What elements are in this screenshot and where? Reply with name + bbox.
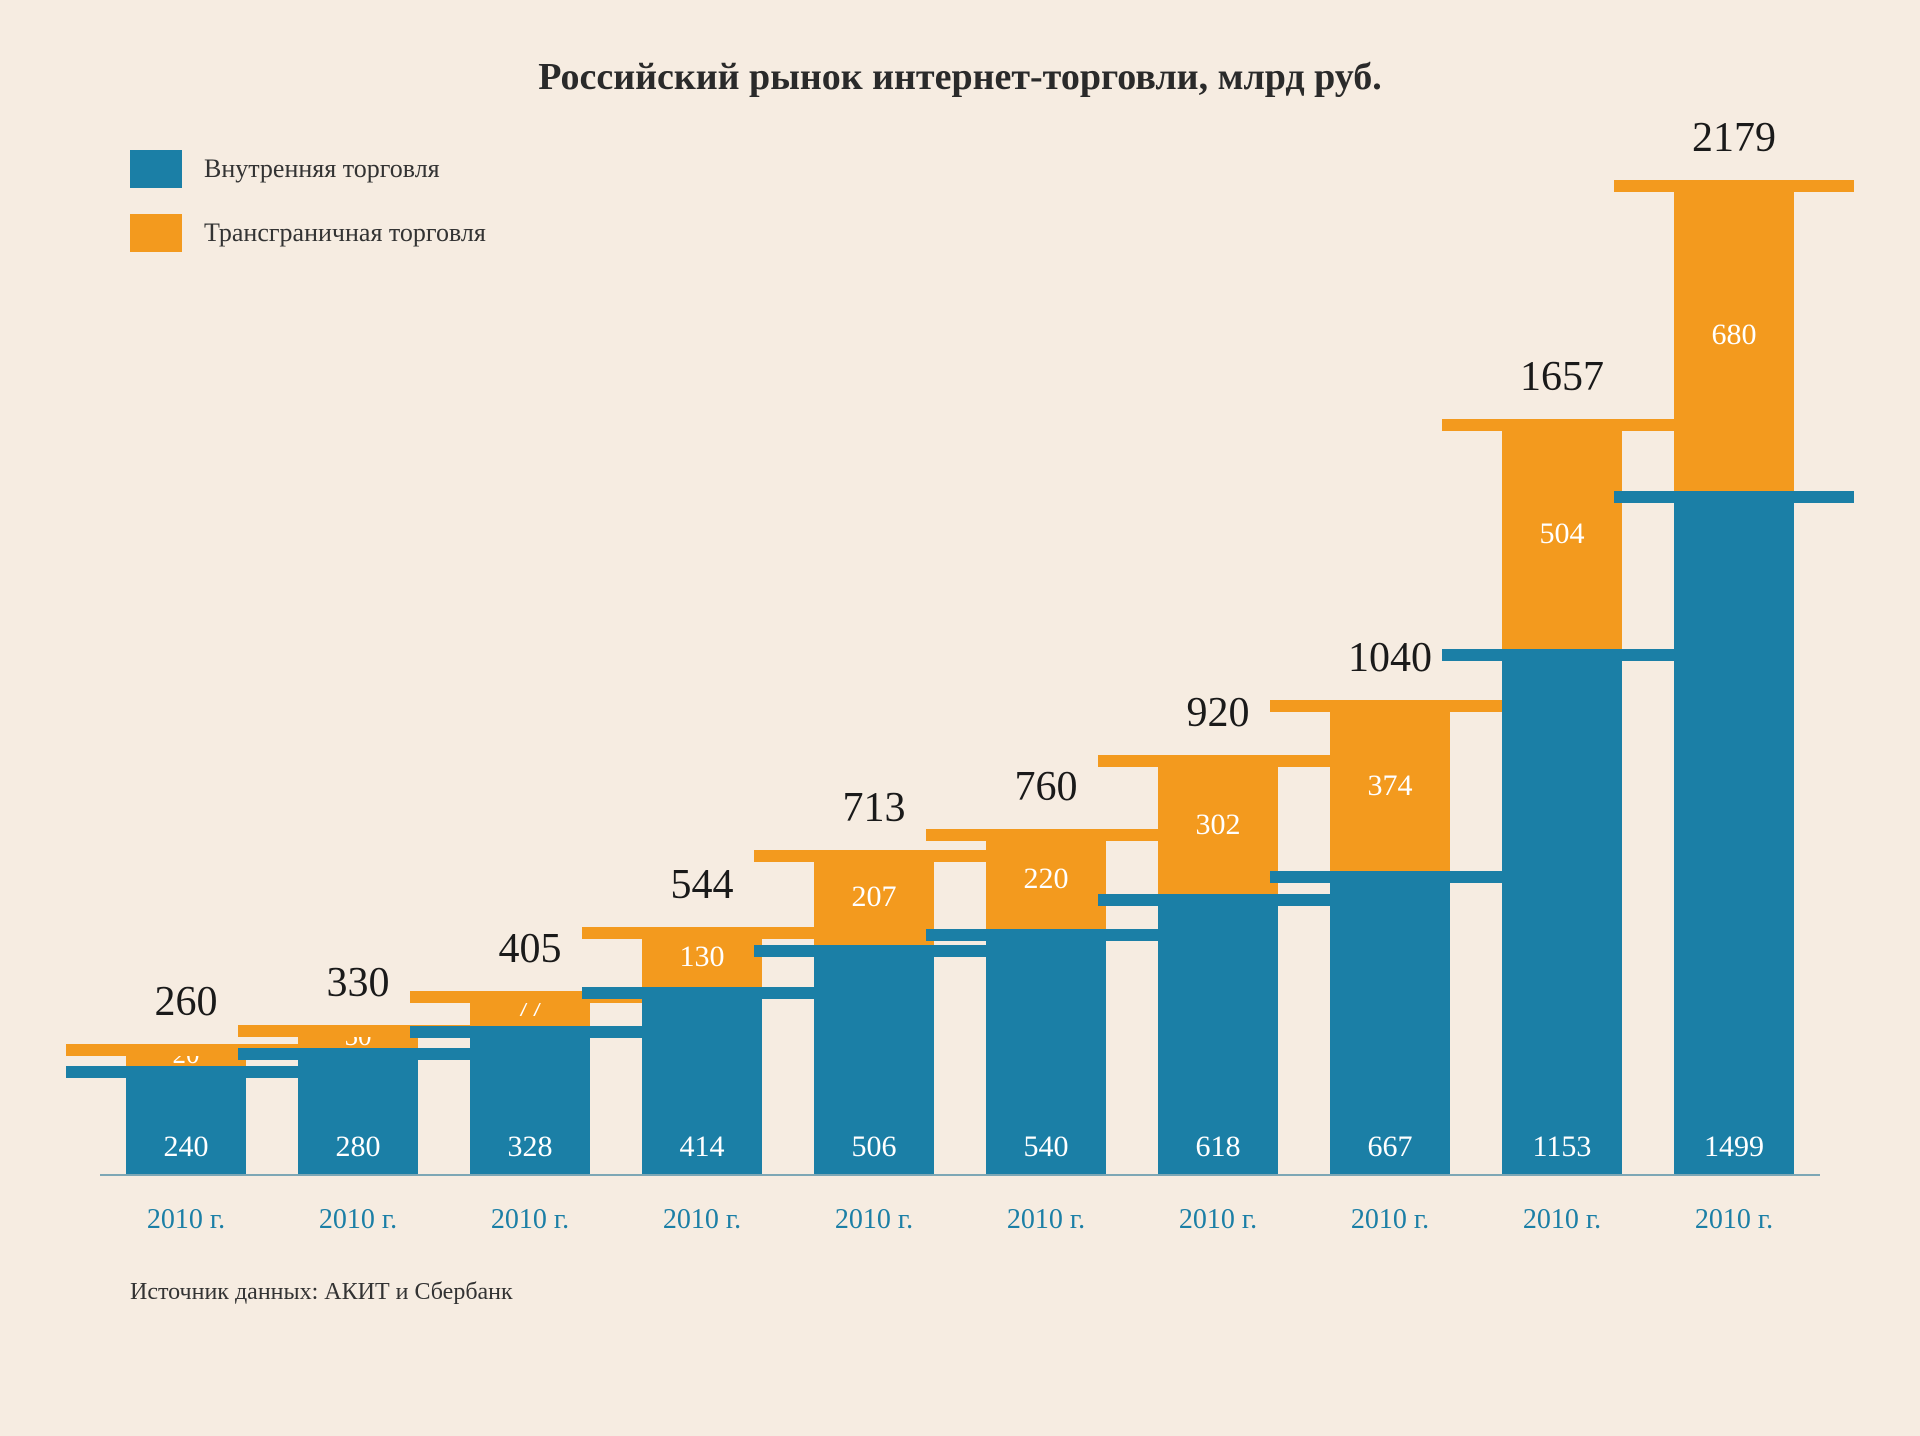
bar-value-domestic: 240 [164, 1130, 209, 1164]
x-axis-labels: 2010 г.2010 г.2010 г.2010 г.2010 г.2010 … [100, 1204, 1820, 1236]
bar-slot: 618302920 [1132, 180, 1304, 1176]
bar-segment-crossborder: 504 [1502, 419, 1622, 649]
bar-segment-domestic: 328 [470, 1026, 590, 1176]
bar-total-label: 713 [774, 784, 974, 832]
bar-segment-domestic: 414 [642, 987, 762, 1176]
chart-container: Российский рынок интернет-торговли, млрд… [0, 0, 1920, 1436]
x-axis-label: 2010 г. [1648, 1204, 1820, 1236]
bar-slot: 414130544 [616, 180, 788, 1176]
bar-segment-domestic: 240 [126, 1066, 246, 1176]
bar-stack: 24020260 [126, 180, 246, 1176]
bar-segment-crossborder: 207 [814, 850, 934, 945]
plot-area: 24020260 28050330 32877405 414 130 544 506 207 7… [100, 180, 1820, 1176]
x-axis-label: 2010 г. [1304, 1204, 1476, 1236]
bar-stack: 32877405 [470, 180, 590, 1176]
bar-cap [582, 927, 822, 939]
bar-total-label: 920 [1118, 689, 1318, 737]
bar-cap [926, 829, 1166, 841]
bar-segment-domestic: 1499 [1674, 491, 1794, 1176]
bar-value-domestic: 1499 [1704, 1130, 1764, 1164]
bar-stack: 28050330 [298, 180, 418, 1176]
bar-value-domestic: 506 [852, 1130, 897, 1164]
x-axis-baseline [100, 1174, 1820, 1176]
bar-value-crossborder: 504 [1540, 517, 1585, 551]
x-axis-label: 2010 г. [616, 1204, 788, 1236]
bar-value-crossborder: 374 [1368, 769, 1413, 803]
bar-value-domestic: 414 [680, 1130, 725, 1164]
bar-stack: 11535041657 [1502, 180, 1622, 1176]
bar-segment-domestic: 667 [1330, 871, 1450, 1176]
bar-slot: 32877405 [444, 180, 616, 1176]
bar-segment-crossborder: 680 [1674, 180, 1794, 491]
bar-cap [1442, 419, 1682, 431]
bar-cap [1614, 180, 1854, 192]
bar-cap [1098, 755, 1338, 767]
bar-slot: 506207713 [788, 180, 960, 1176]
bar-stack: 6673741040 [1330, 180, 1450, 1176]
x-axis-label: 2010 г. [1132, 1204, 1304, 1236]
bar-value-domestic: 540 [1024, 1130, 1069, 1164]
bar-slot: 14996802179 [1648, 180, 1820, 1176]
bar-slot: 6673741040 [1304, 180, 1476, 1176]
chart-title: Российский рынок интернет-торговли, млрд… [0, 55, 1920, 99]
bar-stack: 506207713 [814, 180, 934, 1176]
bar-stack: 414130544 [642, 180, 762, 1176]
bar-total-label: 2179 [1634, 114, 1834, 162]
bar-total-label: 544 [602, 861, 802, 909]
bar-value-domestic: 618 [1196, 1130, 1241, 1164]
bar-segment-domestic: 618 [1158, 894, 1278, 1176]
bar-value-crossborder: 302 [1196, 808, 1241, 842]
bar-cap [1270, 700, 1510, 712]
bar-total-label: 1657 [1462, 353, 1662, 401]
bar-value-domestic: 1153 [1533, 1130, 1592, 1164]
bar-value-crossborder: 130 [680, 940, 725, 974]
x-axis-label: 2010 г. [444, 1204, 616, 1236]
bar-value-domestic: 280 [336, 1130, 381, 1164]
bar-segment-domestic: 506 [814, 945, 934, 1176]
bar-value-domestic: 328 [508, 1130, 553, 1164]
bar-value-crossborder: 220 [1024, 862, 1069, 896]
bar-segment-domestic: 540 [986, 929, 1106, 1176]
bar-value-domestic: 667 [1368, 1130, 1413, 1164]
bar-value-crossborder: 207 [852, 880, 897, 914]
bar-cap [754, 850, 994, 862]
bar-segment-domestic: 1153 [1502, 649, 1622, 1176]
bar-slot: 540220760 [960, 180, 1132, 1176]
x-axis-label: 2010 г. [272, 1204, 444, 1236]
bar-stack: 618302920 [1158, 180, 1278, 1176]
bar-total-label: 760 [946, 763, 1146, 811]
bar-stack: 14996802179 [1674, 180, 1794, 1176]
bars-group: 24020260 28050330 32877405 414 130 544 506 207 7… [100, 180, 1820, 1176]
bar-segment-crossborder: 220 [986, 829, 1106, 930]
bar-segment-crossborder: 374 [1330, 700, 1450, 871]
bar-slot: 11535041657 [1476, 180, 1648, 1176]
x-axis-label: 2010 г. [100, 1204, 272, 1236]
x-axis-label: 2010 г. [960, 1204, 1132, 1236]
bar-segment-domestic: 280 [298, 1048, 418, 1176]
x-axis-label: 2010 г. [1476, 1204, 1648, 1236]
bar-value-crossborder: 680 [1712, 318, 1757, 352]
bar-stack: 540220760 [986, 180, 1106, 1176]
bar-segment-crossborder: 302 [1158, 756, 1278, 894]
bar-total-label: 260 [86, 978, 286, 1026]
source-note: Источник данных: АКИТ и Сбербанк [130, 1279, 513, 1306]
x-axis-label: 2010 г. [788, 1204, 960, 1236]
